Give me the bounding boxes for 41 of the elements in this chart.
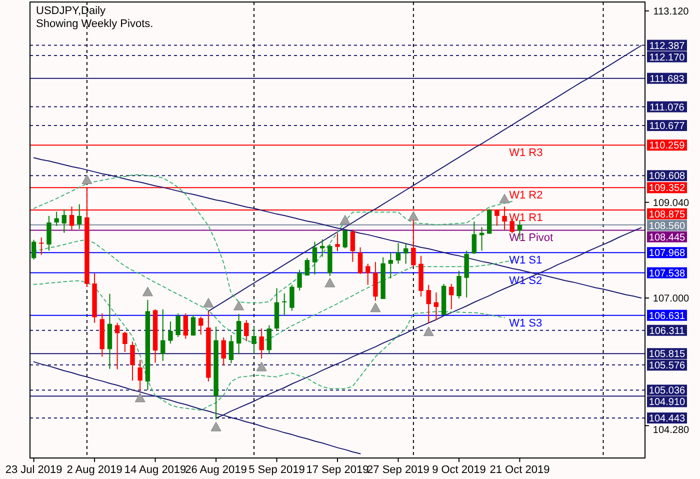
ref-line-label: 109.608 [648, 171, 686, 182]
ref-line-label: 107.968 [648, 248, 686, 260]
ref-line-label: 109.352 [648, 183, 686, 194]
x-tick-label: 21 Oct 2019 [490, 464, 550, 476]
annotation: W1 Pivot [509, 232, 554, 244]
annotation: W1 S3 [509, 317, 542, 330]
annotation: W1 R1 [509, 212, 543, 224]
x-tick-label: 27 Sep 2019 [367, 464, 430, 476]
ref-line-label: 112.387 [649, 40, 686, 52]
ref-line-label: 108.875 [648, 209, 686, 220]
annotation: W1 R2 [509, 190, 543, 202]
x-tick-label: 5 Sep 2019 [248, 464, 305, 476]
text: Showing Weekly Pivots. [36, 18, 154, 30]
ref-line-label: 104.910 [648, 397, 686, 408]
ref-line-label: 105.815 [648, 349, 686, 360]
y-tick-label: 104.280 [652, 424, 690, 436]
y-tick-label: 107.000 [652, 294, 690, 305]
ref-line-label: 108.560 [648, 220, 686, 232]
x-tick-label: 26 Aug 2019 [185, 464, 247, 476]
x-tick-label: 2 Aug 2019 [66, 464, 122, 476]
annotation: W1 R3 [509, 147, 543, 160]
x-tick-label: 23 Jul 2019 [5, 464, 62, 476]
ref-line-label: 111.076 [650, 102, 685, 114]
ref-line-label: 104.443 [648, 413, 686, 424]
ref-line-label: 108.445 [648, 232, 686, 244]
y-tick-label: 113.120 [653, 6, 690, 18]
annotation: W1 S1 [509, 254, 542, 267]
ref-line-label: 106.311 [649, 326, 686, 337]
ref-line-label: 110.677 [649, 121, 686, 132]
chart-title: USDJPY,Daily [36, 5, 106, 17]
y-tick-label: 109.040 [652, 198, 690, 209]
ref-line-label: 107.538 [648, 268, 686, 280]
ref-line-label: 105.036 [648, 386, 686, 397]
ref-line-label: 110.259 [649, 140, 686, 152]
ref-line-label: 106.631 [648, 310, 686, 322]
x-tick-label: 9 Oct 2019 [432, 464, 486, 476]
ref-line-label: 112.170 [649, 52, 686, 64]
x-tick-label: 17 Sep 2019 [306, 464, 369, 476]
x-tick-label: 14 Aug 2019 [124, 464, 186, 476]
ref-line-label: 111.683 [650, 74, 685, 85]
ref-line-label: 105.576 [648, 360, 686, 372]
